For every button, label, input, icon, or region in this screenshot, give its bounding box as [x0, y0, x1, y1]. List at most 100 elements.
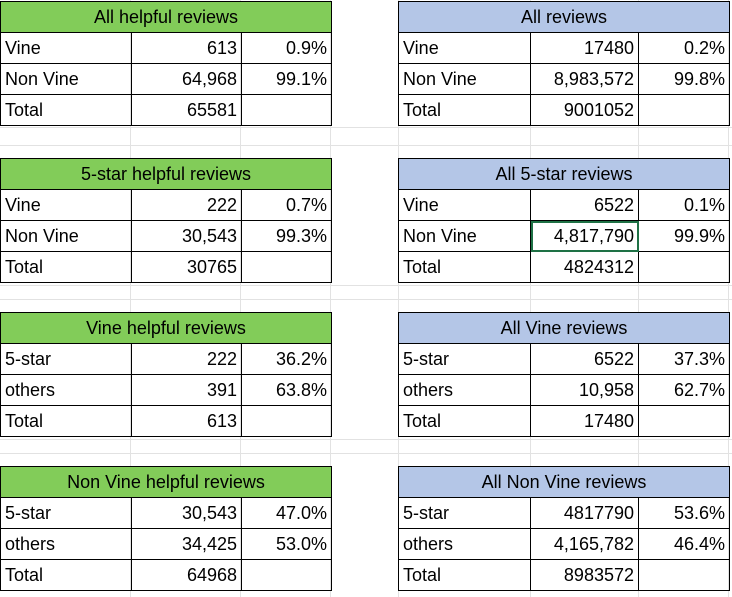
- table-title[interactable]: Non Vine helpful reviews: [0, 466, 333, 498]
- row-percent[interactable]: 53.6%: [637, 497, 731, 529]
- row-count[interactable]: 10,958: [530, 374, 639, 406]
- table-title[interactable]: All reviews: [397, 1, 731, 33]
- table-row: Total 64968: [0, 559, 333, 591]
- row-label[interactable]: others: [398, 374, 531, 406]
- row-percent[interactable]: 99.1%: [240, 63, 333, 95]
- row-count[interactable]: 34,425: [131, 528, 242, 560]
- row-count[interactable]: 613: [131, 32, 242, 64]
- row-label[interactable]: Total: [0, 251, 132, 283]
- row-percent[interactable]: 99.8%: [637, 63, 731, 95]
- row-percent[interactable]: [637, 559, 731, 591]
- row-label[interactable]: Non Vine: [0, 63, 132, 95]
- row-label[interactable]: 5-star: [0, 343, 132, 375]
- row-percent[interactable]: [637, 94, 731, 126]
- row-count[interactable]: 64,968: [131, 63, 242, 95]
- row-percent[interactable]: 63.8%: [240, 374, 333, 406]
- row-label[interactable]: Non Vine: [398, 220, 531, 252]
- row-percent[interactable]: [240, 94, 333, 126]
- row-percent[interactable]: [240, 405, 333, 437]
- row-percent[interactable]: 0.2%: [637, 32, 731, 64]
- row-label[interactable]: Non Vine: [0, 220, 132, 252]
- row-percent[interactable]: 0.9%: [240, 32, 333, 64]
- row-count[interactable]: 6522: [530, 343, 639, 375]
- row-count[interactable]: 222: [131, 343, 242, 375]
- row-label[interactable]: Total: [398, 94, 531, 126]
- row-label[interactable]: others: [398, 528, 531, 560]
- table-all-helpful-reviews: All helpful reviews Vine 613 0.9% Non Vine…: [0, 1, 333, 126]
- table-row: Non Vine 8,983,572 99.8%: [398, 63, 731, 95]
- row-label[interactable]: 5-star: [0, 497, 132, 529]
- row-label[interactable]: Vine: [398, 32, 531, 64]
- row-count[interactable]: 17480: [530, 32, 639, 64]
- row-percent[interactable]: 47.0%: [240, 497, 333, 529]
- table-row: Vine 613 0.9%: [0, 32, 333, 64]
- table-row: Total 8983572: [398, 559, 731, 591]
- row-label[interactable]: Vine: [0, 189, 132, 221]
- row-count[interactable]: 6522: [530, 189, 639, 221]
- row-count[interactable]: 391: [131, 374, 242, 406]
- row-count[interactable]: 4817790: [530, 497, 639, 529]
- row-label[interactable]: Vine: [0, 32, 132, 64]
- row-percent[interactable]: 53.0%: [240, 528, 333, 560]
- row-label[interactable]: Non Vine: [398, 63, 531, 95]
- row-count[interactable]: 65581: [131, 94, 242, 126]
- table-title[interactable]: 5-star helpful reviews: [0, 158, 333, 190]
- row-label[interactable]: 5-star: [398, 343, 531, 375]
- row-percent[interactable]: 36.2%: [240, 343, 333, 375]
- table-row: Non Vine 4,817,790 99.9%: [398, 220, 731, 252]
- row-count[interactable]: 9001052: [530, 94, 639, 126]
- row-label[interactable]: others: [0, 374, 132, 406]
- row-count[interactable]: 64968: [131, 559, 242, 591]
- row-percent[interactable]: 37.3%: [637, 343, 731, 375]
- row-percent[interactable]: [637, 405, 731, 437]
- table-row: Total 30765: [0, 251, 333, 283]
- table-title[interactable]: All helpful reviews: [0, 1, 333, 33]
- row-count[interactable]: 17480: [530, 405, 639, 437]
- row-count[interactable]: 8,983,572: [530, 63, 639, 95]
- row-count[interactable]: 613: [131, 405, 242, 437]
- row-percent[interactable]: 0.7%: [240, 189, 333, 221]
- row-label[interactable]: others: [0, 528, 132, 560]
- table-5-star-helpful-reviews: 5-star helpful reviews Vine 222 0.7% Non V…: [0, 158, 333, 283]
- table-title[interactable]: All 5-star reviews: [397, 158, 731, 190]
- table-row: Total 9001052: [398, 94, 731, 126]
- row-percent[interactable]: [240, 251, 333, 283]
- row-percent[interactable]: 62.7%: [637, 374, 731, 406]
- table-title[interactable]: Vine helpful reviews: [0, 312, 333, 344]
- table-row: 5-star 6522 37.3%: [398, 343, 731, 375]
- row-label[interactable]: Vine: [398, 189, 531, 221]
- table-row: others 10,958 62.7%: [398, 374, 731, 406]
- row-percent[interactable]: 46.4%: [637, 528, 731, 560]
- table-row: Total 4824312: [398, 251, 731, 283]
- table-title[interactable]: All Non Vine reviews: [397, 466, 731, 498]
- table-row: others 4,165,782 46.4%: [398, 528, 731, 560]
- table-row: others 391 63.8%: [0, 374, 333, 406]
- row-label[interactable]: 5-star: [398, 497, 531, 529]
- row-percent[interactable]: [637, 251, 731, 283]
- table-row: Non Vine 64,968 99.1%: [0, 63, 333, 95]
- row-percent[interactable]: 99.3%: [240, 220, 333, 252]
- row-percent[interactable]: [240, 559, 333, 591]
- row-label[interactable]: Total: [398, 251, 531, 283]
- row-count[interactable]: 4824312: [530, 251, 639, 283]
- row-count[interactable]: 8983572: [530, 559, 639, 591]
- table-all-5-star-reviews: All 5-star reviews Vine 6522 0.1% Non Vine…: [397, 158, 731, 283]
- row-label[interactable]: Total: [398, 405, 531, 437]
- row-label[interactable]: Total: [0, 94, 132, 126]
- row-count[interactable]: 222: [131, 189, 242, 221]
- table-non-vine-helpful-reviews: Non Vine helpful reviews 5-star 30,543 47.…: [0, 466, 333, 591]
- selected-cell[interactable]: 4,817,790: [530, 220, 639, 252]
- row-count[interactable]: 30765: [131, 251, 242, 283]
- table-row: 5-star 4817790 53.6%: [398, 497, 731, 529]
- table-title[interactable]: All Vine reviews: [397, 312, 731, 344]
- row-count[interactable]: 4,165,782: [530, 528, 639, 560]
- row-label[interactable]: Total: [398, 559, 531, 591]
- row-count[interactable]: 30,543: [131, 220, 242, 252]
- row-label[interactable]: Total: [0, 405, 132, 437]
- row-count[interactable]: 30,543: [131, 497, 242, 529]
- table-row: Vine 6522 0.1%: [398, 189, 731, 221]
- row-label[interactable]: Total: [0, 559, 132, 591]
- row-percent[interactable]: 0.1%: [637, 189, 731, 221]
- row-percent[interactable]: 99.9%: [637, 220, 731, 252]
